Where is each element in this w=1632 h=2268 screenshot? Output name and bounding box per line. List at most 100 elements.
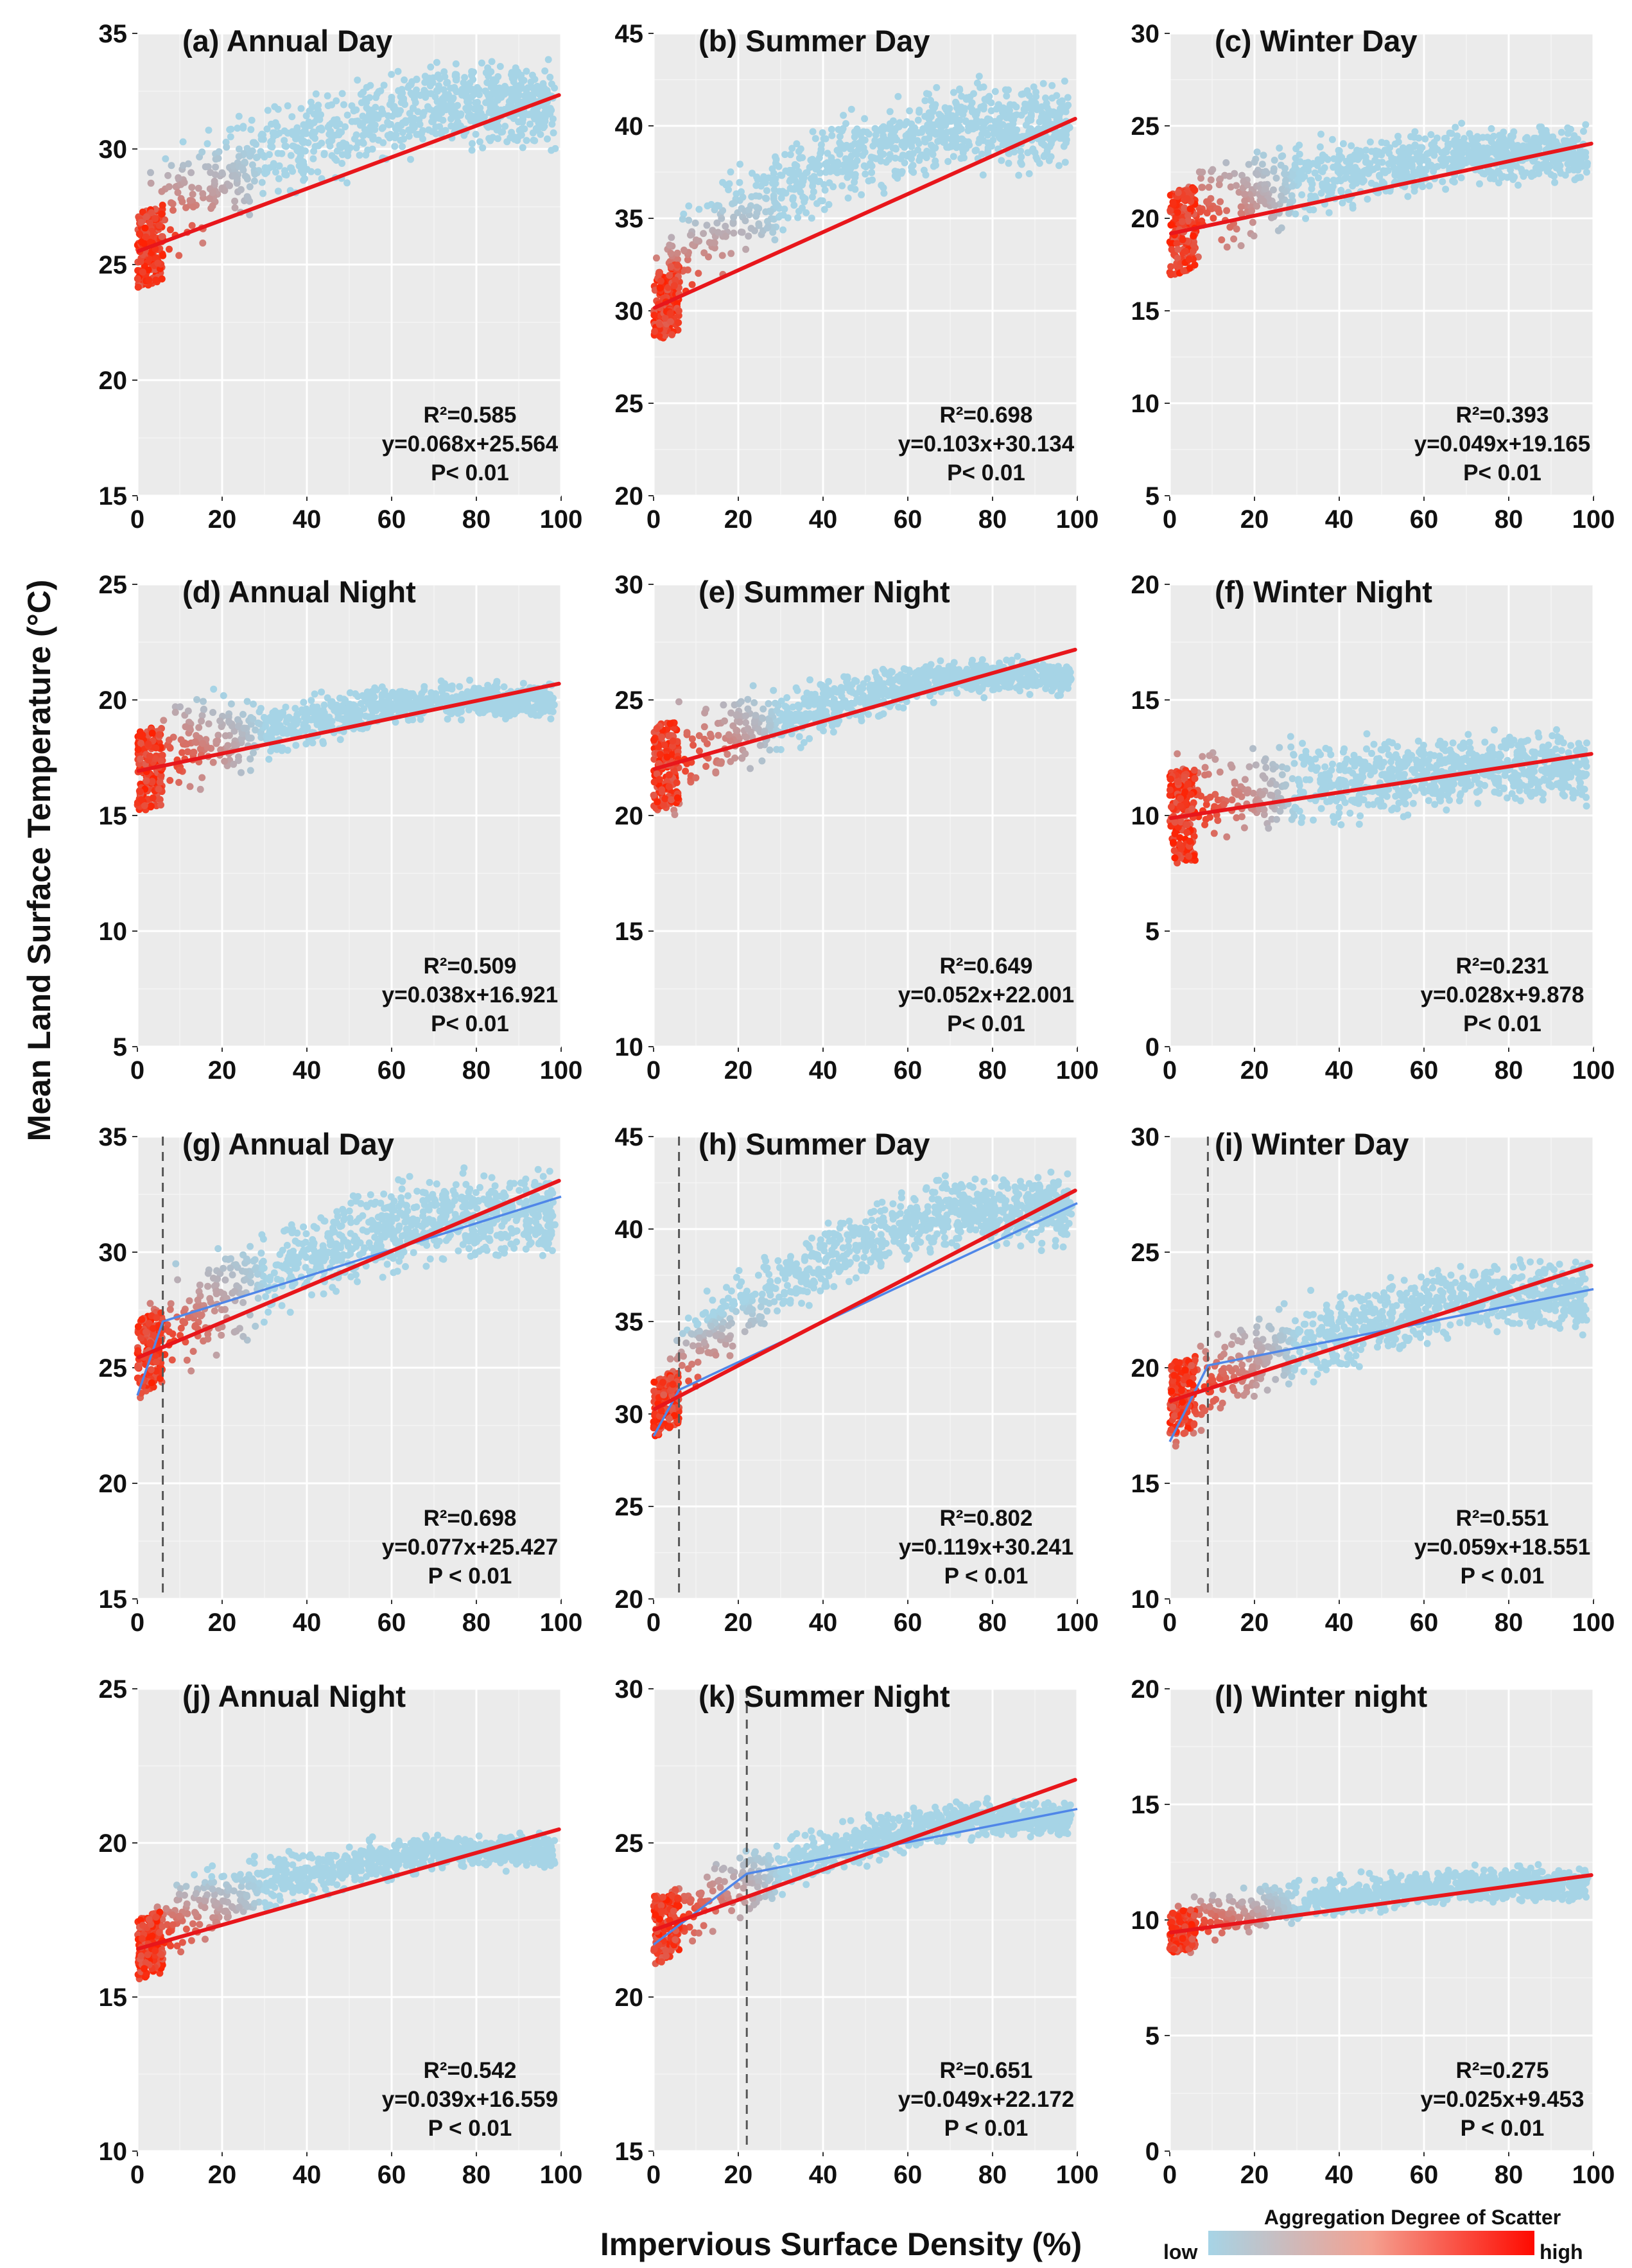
scatter-point-dense (146, 752, 153, 760)
scatter-point (1566, 153, 1574, 161)
scatter-point (1353, 179, 1360, 187)
scatter-point (1025, 118, 1032, 125)
scatter-point (342, 713, 350, 721)
scatter-point (1346, 162, 1353, 170)
scatter-point (984, 147, 992, 155)
scatter-point (395, 699, 403, 706)
scatter-point-dense (1174, 245, 1182, 253)
scatter-point (263, 125, 271, 133)
scatter-point-dense (134, 283, 142, 291)
scatter-point (898, 141, 906, 149)
scatter-point (742, 217, 749, 225)
scatter-point (993, 105, 1000, 113)
scatter-point (399, 143, 406, 150)
scatter-point (1036, 118, 1043, 126)
scatter-point (549, 115, 557, 123)
scatter-point (779, 226, 787, 234)
scatter-point (179, 162, 187, 170)
scatter-point (930, 699, 937, 706)
scatter-point (400, 135, 408, 143)
scatter-point (739, 193, 747, 201)
scatter-point (437, 677, 445, 685)
scatter-point (871, 138, 879, 146)
scatter-point (979, 171, 987, 179)
scatter-point (718, 252, 726, 259)
scatter-point (158, 188, 166, 195)
scatter-point (273, 123, 281, 130)
y-tick-label: 35 (99, 20, 128, 48)
scatter-point-dense (134, 746, 142, 753)
scatter-point (916, 109, 923, 116)
scatter-point (923, 90, 930, 98)
scatter-point (508, 103, 516, 110)
scatter-point (803, 209, 810, 216)
y-tick-label: 10 (615, 1033, 644, 1061)
scatter-point-dense (146, 219, 153, 227)
scatter-point (484, 91, 492, 99)
scatter-point (218, 169, 226, 177)
scatter-point (361, 98, 369, 106)
scatter-point (1258, 161, 1266, 168)
scatter-point (781, 205, 788, 213)
scatter-point (1499, 173, 1507, 180)
scatter-point (878, 182, 885, 189)
scatter-point (1233, 225, 1240, 233)
stat-equation: y=0.068x+25.564 (382, 432, 559, 457)
scatter-point (250, 139, 258, 146)
scatter-point (1454, 150, 1461, 157)
scatter-point (1351, 151, 1359, 159)
scatter-point (435, 105, 442, 112)
stat-r2: R²=0.585 (424, 403, 517, 428)
scatter-point (865, 177, 872, 185)
scatter-point (1364, 195, 1371, 203)
scatter-point (261, 169, 268, 177)
scatter-point (275, 162, 283, 170)
scatter-point (946, 116, 953, 124)
scatter-point (333, 122, 340, 130)
scatter-point (479, 144, 487, 152)
scatter-point-dense (667, 318, 674, 326)
scatter-point (725, 186, 733, 193)
scatter-point-dense (670, 282, 678, 290)
scatter-point (415, 116, 423, 124)
scatter-point (1433, 134, 1441, 142)
scatter-point (950, 153, 957, 161)
scatter-point (840, 112, 847, 119)
scatter-point (795, 733, 803, 740)
scatter-point (226, 126, 234, 134)
scatter-point (216, 717, 224, 725)
scatter-point (547, 715, 555, 722)
scatter-point (1406, 161, 1414, 168)
scatter-point (1241, 190, 1248, 198)
scatter-point (1546, 162, 1554, 170)
scatter-point (1210, 214, 1217, 222)
scatter-point (205, 126, 213, 134)
scatter-point (305, 118, 313, 126)
scatter-point (247, 126, 255, 134)
scatter-point (257, 704, 265, 712)
scatter-point (763, 224, 771, 232)
scatter-point (1289, 182, 1296, 190)
scatter-point (264, 107, 272, 114)
scatter-point (517, 125, 525, 133)
scatter-point (258, 179, 266, 186)
scatter-point (439, 698, 447, 706)
panel-title: (c) Winter Day (1215, 24, 1418, 58)
scatter-point (356, 152, 363, 159)
stat-p-value: P< 0.01 (1463, 460, 1541, 485)
scatter-point (544, 56, 552, 64)
scatter-point-dense (1182, 247, 1190, 255)
scatter-point (1298, 191, 1306, 198)
scatter-point-dense (675, 319, 682, 326)
scatter-point (297, 152, 304, 159)
scatter-point (1335, 162, 1342, 170)
scatter-point-dense (1174, 209, 1181, 216)
scatter-point-dense (1190, 232, 1197, 240)
scatter-point (1339, 199, 1346, 207)
scatter-point (388, 94, 395, 101)
scatter-point (187, 169, 195, 177)
scatter-point-dense (668, 331, 676, 338)
y-tick-label: 5 (1145, 482, 1159, 510)
scatter-point (1452, 123, 1459, 131)
scatter-point (1270, 213, 1278, 220)
